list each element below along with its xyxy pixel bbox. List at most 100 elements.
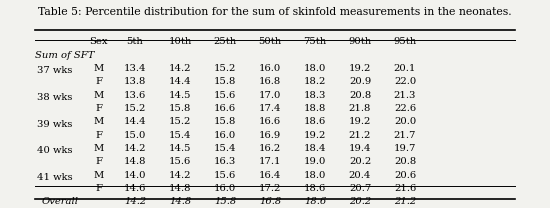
Text: F: F bbox=[95, 131, 102, 140]
Text: 21.7: 21.7 bbox=[394, 131, 416, 140]
Text: 20.8: 20.8 bbox=[349, 91, 371, 100]
Text: 18.4: 18.4 bbox=[304, 144, 326, 153]
Text: 21.3: 21.3 bbox=[394, 91, 416, 100]
Text: Sum of SFT: Sum of SFT bbox=[35, 51, 95, 60]
Text: 18.2: 18.2 bbox=[304, 77, 326, 86]
Text: 20.2: 20.2 bbox=[349, 157, 371, 166]
Text: 13.6: 13.6 bbox=[124, 91, 146, 100]
Text: 15.4: 15.4 bbox=[214, 144, 236, 153]
Text: 15.8: 15.8 bbox=[169, 104, 191, 113]
Text: 95th: 95th bbox=[393, 37, 416, 46]
Text: 17.0: 17.0 bbox=[259, 91, 281, 100]
Text: 20.7: 20.7 bbox=[349, 184, 371, 193]
Text: 16.9: 16.9 bbox=[259, 131, 281, 140]
Text: 20.6: 20.6 bbox=[394, 171, 416, 180]
Text: 20.8: 20.8 bbox=[394, 157, 416, 166]
Text: 90th: 90th bbox=[348, 37, 372, 46]
Text: 19.2: 19.2 bbox=[349, 64, 371, 73]
Text: 15.0: 15.0 bbox=[124, 131, 146, 140]
Text: 14.4: 14.4 bbox=[169, 77, 191, 86]
Text: 15.6: 15.6 bbox=[169, 157, 191, 166]
Text: 16.0: 16.0 bbox=[214, 131, 236, 140]
Text: 18.8: 18.8 bbox=[304, 104, 326, 113]
Text: 20.2: 20.2 bbox=[349, 197, 371, 206]
Text: 16.6: 16.6 bbox=[214, 104, 236, 113]
Text: 38 wks: 38 wks bbox=[37, 93, 73, 102]
Text: 20.0: 20.0 bbox=[394, 117, 416, 126]
Text: 14.2: 14.2 bbox=[169, 171, 191, 180]
Text: 14.2: 14.2 bbox=[124, 144, 146, 153]
Text: 25th: 25th bbox=[213, 37, 236, 46]
Text: 17.1: 17.1 bbox=[258, 157, 281, 166]
Text: M: M bbox=[94, 64, 104, 73]
Text: 15.2: 15.2 bbox=[124, 104, 146, 113]
Text: 75th: 75th bbox=[304, 37, 327, 46]
Text: 14.8: 14.8 bbox=[124, 157, 146, 166]
Text: 15.4: 15.4 bbox=[169, 131, 191, 140]
Text: 15.8: 15.8 bbox=[214, 77, 236, 86]
Text: 22.0: 22.0 bbox=[394, 77, 416, 86]
Text: 14.5: 14.5 bbox=[169, 144, 191, 153]
Text: 15.2: 15.2 bbox=[169, 117, 191, 126]
Text: 19.0: 19.0 bbox=[304, 157, 326, 166]
Text: 17.4: 17.4 bbox=[258, 104, 281, 113]
Text: Table 5: Percentile distribution for the sum of skinfold measurements in the neo: Table 5: Percentile distribution for the… bbox=[38, 7, 512, 17]
Text: 22.6: 22.6 bbox=[394, 104, 416, 113]
Text: F: F bbox=[95, 104, 102, 113]
Text: 16.8: 16.8 bbox=[259, 77, 281, 86]
Text: 41 wks: 41 wks bbox=[37, 173, 73, 182]
Text: 20.9: 20.9 bbox=[349, 77, 371, 86]
Text: M: M bbox=[94, 91, 104, 100]
Text: 14.8: 14.8 bbox=[169, 197, 191, 206]
Text: F: F bbox=[95, 77, 102, 86]
Text: F: F bbox=[95, 157, 102, 166]
Text: 16.2: 16.2 bbox=[259, 144, 281, 153]
Text: 18.6: 18.6 bbox=[304, 117, 326, 126]
Text: 19.4: 19.4 bbox=[349, 144, 371, 153]
Text: 18.0: 18.0 bbox=[304, 171, 326, 180]
Text: 14.6: 14.6 bbox=[124, 184, 146, 193]
Text: 18.0: 18.0 bbox=[304, 64, 326, 73]
Text: M: M bbox=[94, 144, 104, 153]
Text: 40 wks: 40 wks bbox=[37, 146, 73, 155]
Text: 37 wks: 37 wks bbox=[37, 66, 73, 75]
Text: 17.2: 17.2 bbox=[259, 184, 281, 193]
Text: 14.8: 14.8 bbox=[169, 184, 191, 193]
Text: 20.4: 20.4 bbox=[349, 171, 371, 180]
Text: 21.2: 21.2 bbox=[349, 131, 371, 140]
Text: 15.6: 15.6 bbox=[214, 171, 236, 180]
Text: 14.4: 14.4 bbox=[124, 117, 146, 126]
Text: 18.6: 18.6 bbox=[304, 197, 326, 206]
Text: 50th: 50th bbox=[258, 37, 282, 46]
Text: 13.4: 13.4 bbox=[124, 64, 146, 73]
Text: 15.2: 15.2 bbox=[214, 64, 236, 73]
Text: 21.8: 21.8 bbox=[349, 104, 371, 113]
Text: 5th: 5th bbox=[126, 37, 144, 46]
Text: 39 wks: 39 wks bbox=[37, 120, 73, 129]
Text: 16.8: 16.8 bbox=[259, 197, 281, 206]
Text: 16.6: 16.6 bbox=[259, 117, 281, 126]
Text: 14.0: 14.0 bbox=[124, 171, 146, 180]
Text: 16.0: 16.0 bbox=[214, 184, 236, 193]
Text: 16.4: 16.4 bbox=[259, 171, 281, 180]
Text: 19.7: 19.7 bbox=[394, 144, 416, 153]
Text: M: M bbox=[94, 171, 104, 180]
Text: 21.6: 21.6 bbox=[394, 184, 416, 193]
Text: 14.2: 14.2 bbox=[169, 64, 191, 73]
Text: 19.2: 19.2 bbox=[304, 131, 326, 140]
Text: 18.6: 18.6 bbox=[304, 184, 326, 193]
Text: 15.8: 15.8 bbox=[214, 117, 236, 126]
Text: 18.3: 18.3 bbox=[304, 91, 326, 100]
Text: Sex: Sex bbox=[90, 37, 108, 46]
Text: M: M bbox=[94, 117, 104, 126]
Text: 16.0: 16.0 bbox=[259, 64, 281, 73]
Text: 13.8: 13.8 bbox=[124, 77, 146, 86]
Text: Overall: Overall bbox=[42, 197, 79, 206]
Text: 10th: 10th bbox=[168, 37, 192, 46]
Text: 15.8: 15.8 bbox=[214, 197, 236, 206]
Text: 14.5: 14.5 bbox=[169, 91, 191, 100]
Text: 21.2: 21.2 bbox=[394, 197, 416, 206]
Text: 20.1: 20.1 bbox=[394, 64, 416, 73]
Text: 14.2: 14.2 bbox=[124, 197, 146, 206]
Text: 19.2: 19.2 bbox=[349, 117, 371, 126]
